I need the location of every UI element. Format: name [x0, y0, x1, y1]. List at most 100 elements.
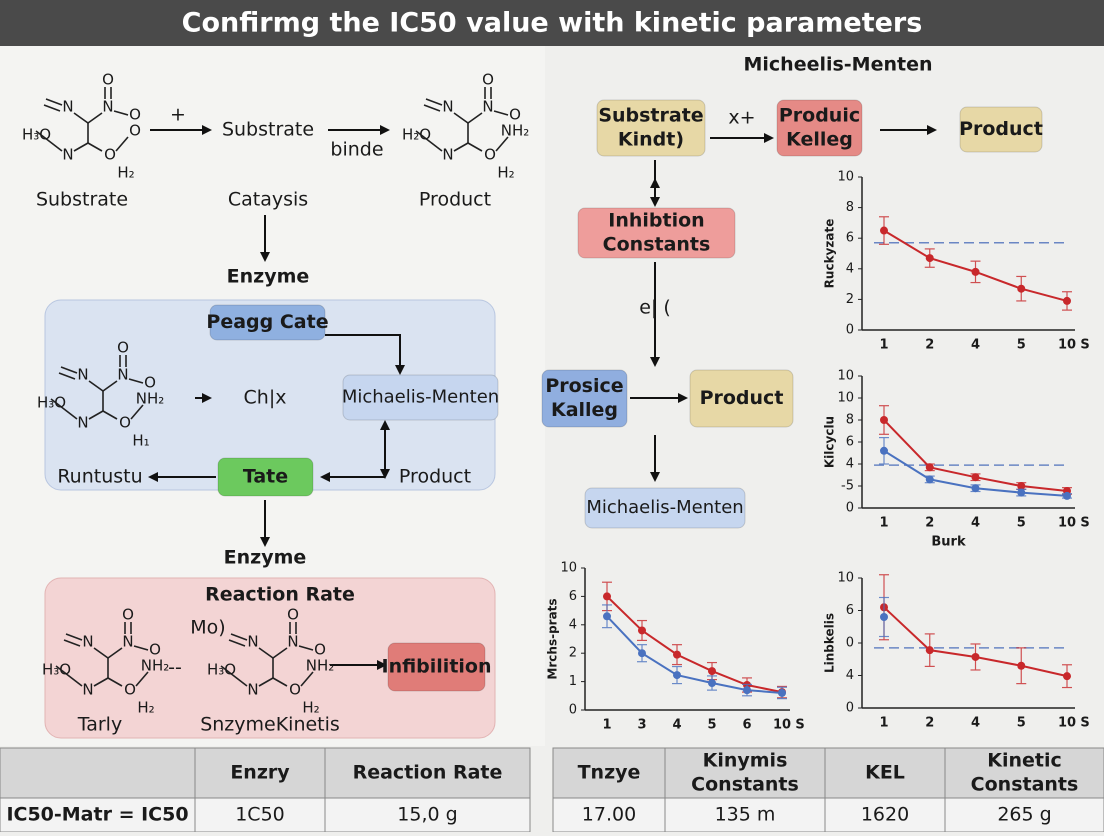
x-tick-label: 6 [742, 718, 751, 733]
bond [425, 98, 443, 106]
data-point [638, 626, 646, 635]
atom: H₃O [207, 661, 236, 679]
y-tick-label: 10 [837, 391, 854, 406]
atom: O [129, 106, 141, 124]
atom: O [484, 146, 496, 164]
x-tick-label: 5 [707, 718, 716, 733]
atom: N [287, 633, 298, 651]
atom: O [102, 71, 114, 89]
atom: O [149, 641, 161, 659]
atom: N [117, 366, 128, 384]
x-tick-label: 2 [925, 716, 934, 731]
label: Ch|x [244, 387, 287, 409]
atom: N [122, 633, 133, 651]
data-point [1017, 661, 1026, 670]
x-tick-label: 10 [1058, 338, 1076, 353]
node-box [387, 642, 486, 692]
table-header: Kinetic [987, 750, 1062, 772]
node-box [577, 207, 736, 259]
series-line [606, 615, 783, 694]
x-unit: S [1080, 338, 1089, 353]
x-tick-label: 4 [971, 716, 980, 731]
atom: NH₂ [141, 657, 170, 675]
bond [93, 647, 109, 659]
bond [423, 104, 441, 112]
label: Substrate [222, 119, 314, 141]
node-label: Peagg Cate [206, 311, 328, 333]
data-point [603, 592, 611, 601]
title-bar [0, 0, 1104, 46]
y-tick-label: 2 [569, 646, 577, 661]
data-point [1063, 296, 1071, 305]
atom: O [124, 681, 136, 699]
x-tick-label: 1 [879, 516, 888, 531]
table-header: KEL [865, 762, 905, 784]
bond [415, 130, 443, 152]
bond [128, 378, 144, 384]
node-label: Inhibtion [608, 210, 704, 232]
node-label: Product [959, 118, 1043, 140]
atom: O [314, 641, 326, 659]
atom: N [442, 146, 453, 164]
y-tick-label: 10 [560, 561, 577, 576]
bond [35, 130, 63, 152]
data-point [971, 484, 980, 493]
bond [493, 110, 509, 116]
bond [258, 647, 274, 659]
bond [115, 136, 129, 152]
table-cell: 135 m [715, 804, 776, 826]
y-tick-label: 6 [846, 603, 854, 618]
bond [107, 647, 123, 659]
node-label: Product [700, 387, 784, 409]
data-point [971, 267, 980, 276]
data-point [971, 473, 980, 482]
bond [45, 98, 63, 106]
atom: H₂ [137, 699, 154, 717]
data-point [1017, 482, 1026, 490]
label: Tarly [77, 714, 122, 736]
y-tick-label: -5 [841, 479, 854, 494]
atom: O [509, 106, 521, 124]
atom: O [129, 122, 141, 140]
atom: O [119, 414, 131, 432]
node-label: Michaelis-Menten [342, 387, 499, 408]
node-label: Infibilition [382, 656, 492, 678]
x-tick-label: 2 [925, 516, 934, 531]
atom: N [77, 414, 88, 432]
bond [93, 677, 109, 687]
y-tick-label: 1 [569, 674, 577, 689]
bond [63, 639, 81, 647]
label: Product [419, 189, 491, 211]
bond [272, 677, 288, 687]
data-point [1017, 284, 1026, 293]
atom: O [117, 339, 129, 357]
x-tick-label: 4 [672, 718, 681, 733]
bond [467, 112, 483, 124]
x-tick-label: 10 [1058, 516, 1076, 531]
atom: N [62, 98, 73, 116]
data-point [925, 463, 934, 472]
y-tick-label: 10 [837, 170, 854, 185]
x-tick-label: 5 [1017, 338, 1026, 353]
data-point [708, 667, 716, 676]
node-label: Prosice [545, 375, 623, 397]
node-box [584, 487, 746, 529]
data-point [1063, 672, 1071, 681]
atom: H₃O [42, 661, 71, 679]
label: x+ [728, 107, 755, 129]
x-tick-label: 10 [773, 718, 791, 733]
table-cell: IC50-Matr = IC50 [6, 804, 188, 826]
node-label: Constants [603, 234, 711, 256]
arrows [148, 125, 937, 670]
bond [258, 677, 274, 687]
atom: H₂O [402, 126, 431, 144]
y-tick-label: 4 [846, 261, 854, 276]
y-tick-label: 8 [846, 413, 854, 428]
atom: N [442, 98, 453, 116]
bond [130, 404, 144, 420]
y-tick-label: 6 [846, 435, 854, 450]
bond [107, 677, 123, 687]
